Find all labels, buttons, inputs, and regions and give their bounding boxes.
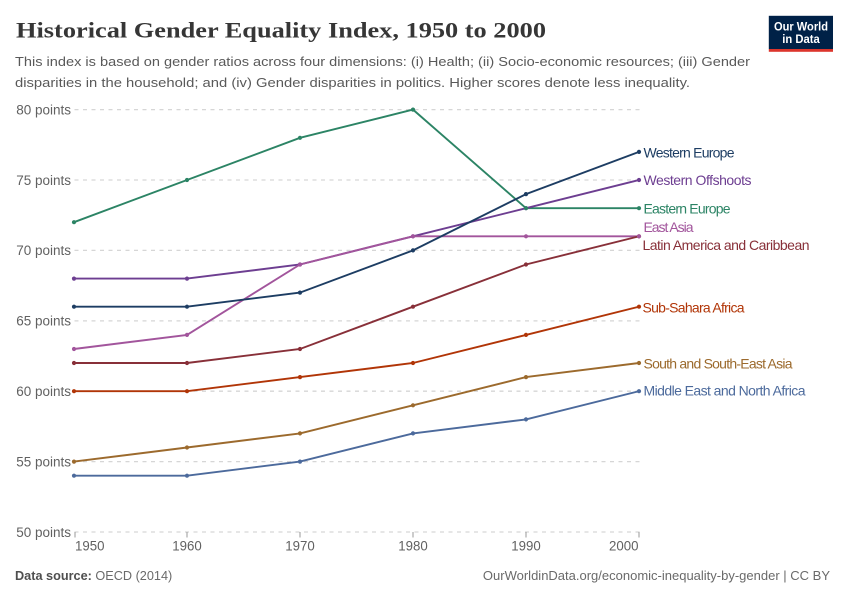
svg-text:50 points: 50 points	[16, 525, 71, 540]
svg-text:East Asia: East Asia	[644, 219, 694, 235]
svg-text:This index is based on gender: This index is based on gender ratios acr…	[15, 54, 751, 69]
svg-text:1950: 1950	[75, 538, 105, 554]
svg-text:75 points: 75 points	[16, 173, 71, 188]
svg-text:Latin America and Caribbean: Latin America and Caribbean	[643, 237, 810, 253]
svg-text:1970: 1970	[285, 538, 315, 554]
svg-text:OurWorldinData.org/economic-in: OurWorldinData.org/economic-inequality-b…	[483, 568, 830, 583]
svg-text:1960: 1960	[172, 538, 202, 554]
svg-text:Our World: Our World	[774, 20, 828, 34]
svg-text:80 points: 80 points	[16, 102, 71, 117]
svg-text:South and South-East Asia: South and South-East Asia	[644, 356, 793, 372]
svg-text:in Data: in Data	[782, 32, 820, 46]
svg-text:disparities in the household;: disparities in the household; and (iv) G…	[15, 75, 690, 90]
svg-text:Western Europe: Western Europe	[644, 145, 735, 161]
svg-text:65 points: 65 points	[16, 314, 71, 329]
svg-text:Historical Gender Equality Ind: Historical Gender Equality Index, 1950 t…	[16, 18, 546, 43]
svg-text:Data source: OECD (2014): Data source: OECD (2014)	[15, 569, 172, 583]
svg-text:70 points: 70 points	[16, 243, 71, 258]
svg-text:Western Offshoots: Western Offshoots	[644, 172, 752, 188]
svg-text:55 points: 55 points	[16, 454, 71, 469]
svg-text:Eastern Europe: Eastern Europe	[644, 200, 731, 216]
svg-text:60 points: 60 points	[16, 384, 71, 399]
svg-text:1980: 1980	[398, 538, 428, 554]
svg-text:1990: 1990	[511, 538, 541, 554]
svg-text:Sub-Sahara Africa: Sub-Sahara Africa	[643, 299, 745, 315]
svg-text:Middle East and North Africa: Middle East and North Africa	[644, 382, 806, 398]
svg-text:2000: 2000	[609, 538, 639, 554]
